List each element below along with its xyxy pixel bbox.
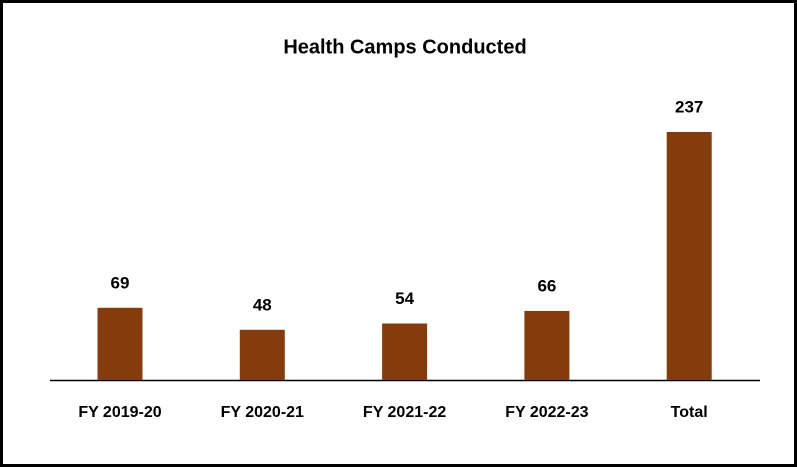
bar bbox=[239, 329, 285, 380]
chart-title: Health Camps Conducted bbox=[283, 36, 526, 58]
x-tick-label: FY 2021-22 bbox=[363, 404, 446, 421]
x-tick-label: Total bbox=[671, 404, 708, 421]
x-tick-label: FY 2022-23 bbox=[505, 404, 588, 421]
bar bbox=[666, 132, 712, 380]
data-label: 48 bbox=[253, 295, 272, 314]
bar bbox=[382, 323, 428, 380]
data-label: 237 bbox=[675, 97, 703, 116]
data-label: 54 bbox=[395, 289, 414, 308]
data-label: 69 bbox=[111, 273, 130, 292]
data-label: 66 bbox=[537, 276, 556, 295]
bar bbox=[524, 310, 570, 380]
x-tick-label: FY 2019-20 bbox=[78, 404, 161, 421]
x-tick-label: FY 2020-21 bbox=[221, 404, 304, 421]
bar bbox=[97, 307, 143, 380]
